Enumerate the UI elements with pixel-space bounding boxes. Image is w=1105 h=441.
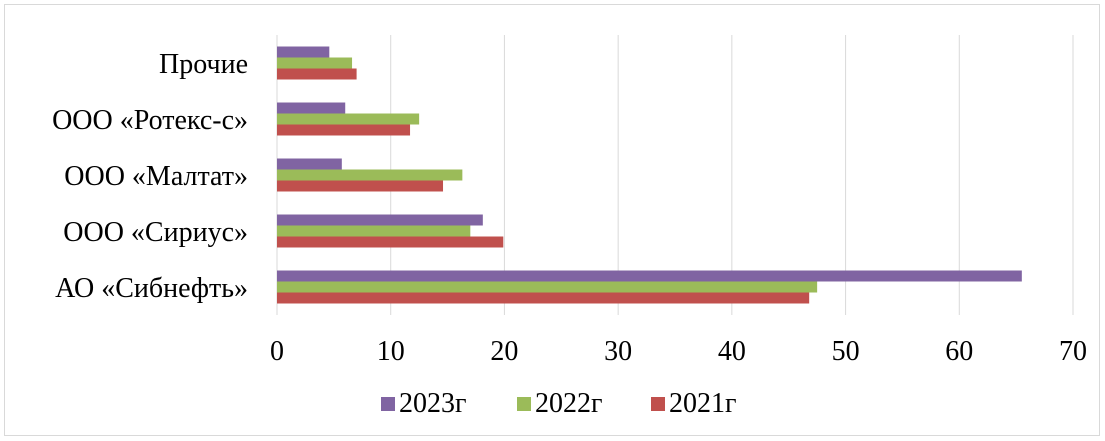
x-tick-labels: 0 10 20 30 40 50 60 70 [270, 336, 1087, 367]
legend-label: 2023г [399, 388, 466, 419]
legend-swatch-2 [651, 397, 665, 411]
bar-2021г-1 [277, 124, 411, 136]
x-tick-label: 0 [270, 336, 284, 367]
category-label: ООО «Сириус» [63, 217, 248, 248]
x-tick-label: 60 [945, 336, 973, 367]
bar-2022г-2 [277, 169, 463, 181]
x-tick-label: 30 [604, 336, 632, 367]
legend-swatch-0 [381, 397, 395, 411]
bar-2021г-2 [277, 180, 444, 192]
category-labels: Прочие ООО «Ротекс-с» ООО «Малтат» ООО «Сир… [52, 49, 248, 304]
x-tick-label: 10 [377, 336, 405, 367]
bar-2021г-0 [277, 68, 357, 80]
x-tick-label: 70 [1059, 336, 1087, 367]
category-label: Прочие [159, 49, 248, 80]
bar-2023г-2 [277, 158, 342, 170]
bar-2021г-4 [277, 292, 810, 304]
bar-2021г-3 [277, 236, 504, 248]
bars [277, 46, 1022, 304]
bar-2023г-3 [277, 214, 483, 226]
category-label: ООО «Ротекс-с» [52, 105, 248, 136]
legend-label: 2022г [535, 388, 602, 419]
bar-2023г-0 [277, 46, 330, 58]
bar-2022г-3 [277, 225, 471, 237]
gridlines [276, 35, 1074, 315]
bar-2022г-0 [277, 57, 353, 69]
bar-2022г-4 [277, 281, 818, 293]
legend-label: 2021г [669, 388, 736, 419]
category-label: АО «Сибнефть» [55, 273, 248, 304]
bar-2023г-4 [277, 270, 1022, 282]
x-tick-label: 50 [832, 336, 860, 367]
x-tick-label: 20 [490, 336, 518, 367]
bar-2022г-1 [277, 113, 420, 125]
legend-swatch-1 [517, 397, 531, 411]
category-label: ООО «Малтат» [64, 161, 248, 192]
chart-frame [4, 4, 1100, 436]
legend: 2023г 2022г 2021г [381, 388, 736, 419]
x-tick-label: 40 [718, 336, 746, 367]
bar-2023г-1 [277, 102, 346, 114]
